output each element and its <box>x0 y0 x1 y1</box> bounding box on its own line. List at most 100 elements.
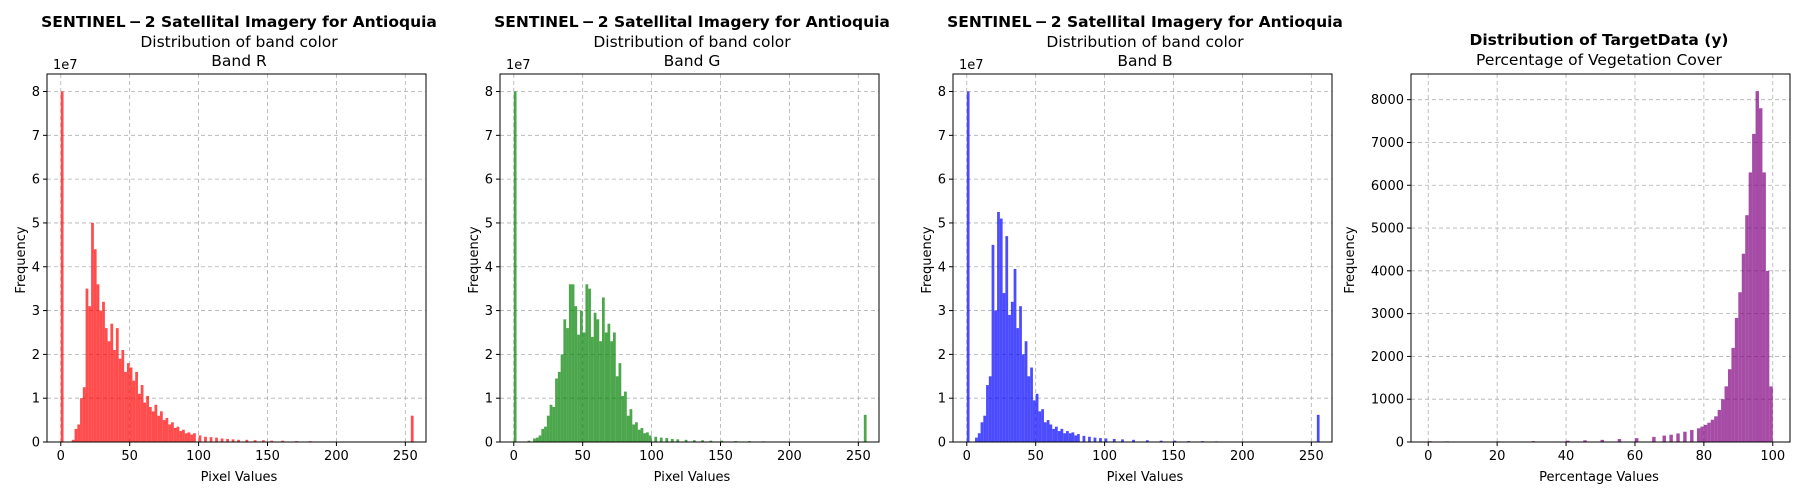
x-tick-label: 20 <box>1489 449 1506 464</box>
histogram-bar <box>220 438 224 442</box>
histogram-bar <box>1041 409 1044 442</box>
panel-band-r-ylabel: Frequency <box>14 226 29 293</box>
histogram-bar <box>596 319 600 442</box>
x-tick-label: 100 <box>1760 449 1785 464</box>
histogram-bar <box>574 306 578 442</box>
histogram-bar <box>1724 386 1728 442</box>
histogram-bar <box>577 334 580 442</box>
panel-band-g-ylabel: Frequency <box>467 226 482 293</box>
histogram-bar <box>1104 438 1108 442</box>
histogram-bar <box>146 396 149 442</box>
histogram-bar <box>1008 314 1011 442</box>
histogram-bar <box>74 428 78 442</box>
histogram-bar <box>1145 440 1149 442</box>
histogram-bar <box>560 354 564 442</box>
histogram-bar <box>665 438 669 442</box>
histogram-bar <box>209 437 213 442</box>
histogram-bar <box>1071 432 1075 442</box>
histogram-bar <box>102 301 105 442</box>
histogram-bar <box>654 436 658 442</box>
x-tick-label: 100 <box>186 449 211 464</box>
histogram-bar <box>1005 236 1009 442</box>
y-tick-label: 4 <box>938 260 946 275</box>
y-tick-label: 4 <box>32 260 40 275</box>
panel-band-g-xlabel: Pixel Values <box>654 470 731 485</box>
histogram-bar <box>1019 306 1022 442</box>
x-tick-label: 50 <box>121 449 138 464</box>
x-tick-label: 150 <box>1161 449 1186 464</box>
panel-band-r-subtitle: Distribution of band color <box>140 33 338 51</box>
axes-frame <box>46 73 427 443</box>
histogram-bar <box>1049 424 1053 442</box>
histogram-bar <box>187 432 191 442</box>
histogram-bar <box>1043 422 1047 442</box>
histogram-bar <box>635 422 638 442</box>
histogram-bar <box>231 439 235 442</box>
histogram-bar <box>107 341 111 442</box>
x-tick-label: 40 <box>1558 449 1575 464</box>
histogram-bar <box>676 439 680 442</box>
y-tick-label: 6000 <box>1371 179 1404 194</box>
panel-band-r: SENTINEL − 2 Satellital Imagery for Anti… <box>14 13 437 485</box>
histogram-bar <box>585 284 589 442</box>
histogram-bar <box>154 404 158 442</box>
histogram-bar <box>162 420 166 442</box>
histogram-bar <box>1010 301 1014 442</box>
histogram-bar <box>1721 399 1725 442</box>
histogram-bar <box>643 433 647 442</box>
y-tick-label: 8 <box>938 85 946 100</box>
histogram-bar <box>648 435 652 442</box>
histogram-bar <box>115 328 119 442</box>
histogram-bar <box>544 426 547 442</box>
panel-band-b-xlabel: Pixel Values <box>1107 470 1184 485</box>
histogram-bar <box>1583 440 1587 442</box>
histogram-bar <box>168 424 172 442</box>
histogram-bar <box>182 429 185 442</box>
histogram-bar <box>110 323 114 442</box>
histogram-bar <box>173 427 177 442</box>
histogram-bar <box>640 427 644 442</box>
histogram-bar <box>590 336 594 442</box>
histogram-bar <box>1762 172 1766 442</box>
histogram-bar <box>1758 108 1763 443</box>
histogram-bar <box>140 385 144 442</box>
histogram-bar <box>1068 433 1072 442</box>
panel-band-b-ylabel: Frequency <box>920 226 935 293</box>
histogram-bar <box>1707 422 1711 442</box>
y-tick-label: 4000 <box>1371 264 1404 279</box>
histogram-bar <box>513 91 517 443</box>
histogram-bar <box>1032 400 1036 442</box>
x-tick-label: 100 <box>1092 449 1117 464</box>
histogram-bar <box>684 439 688 442</box>
x-tick-label: 50 <box>1027 449 1044 464</box>
histogram-bar <box>1121 439 1124 442</box>
histogram-bar <box>1652 436 1656 442</box>
x-tick-label: 0 <box>57 449 65 464</box>
histogram-bar <box>1769 386 1773 442</box>
panel-band-b: SENTINEL − 2 Satellital Imagery for Anti… <box>920 13 1343 485</box>
histogram-bar <box>557 371 561 442</box>
panel-band-r-plot: 0 50 100 150 200 250 0 1 2 3 4 5 6 7 8 <box>32 73 427 464</box>
histogram-bar <box>571 284 575 442</box>
histogram-bar <box>610 341 614 442</box>
histogram-bar <box>99 310 103 442</box>
histogram-bar <box>991 244 995 442</box>
histogram-bar <box>977 433 981 442</box>
histogram-bar <box>270 440 274 442</box>
histogram-bar <box>226 438 229 442</box>
histogram-bar <box>193 433 196 442</box>
histogram-bar <box>582 332 586 442</box>
histogram-bar <box>1027 376 1031 442</box>
histogram-bar <box>1030 367 1033 442</box>
histogram-bar <box>1035 393 1039 442</box>
histogram-bar <box>148 406 152 442</box>
histogram-bar <box>1676 433 1680 442</box>
axes-frame <box>1410 73 1791 443</box>
histogram-bar <box>632 424 636 442</box>
histogram-bar <box>546 415 550 442</box>
histogram-bar <box>607 323 611 442</box>
y-tick-label: 8 <box>32 85 40 100</box>
histogram-bar <box>1734 317 1739 442</box>
histogram-bar <box>541 428 545 442</box>
y-tick-label: 7 <box>485 129 493 144</box>
